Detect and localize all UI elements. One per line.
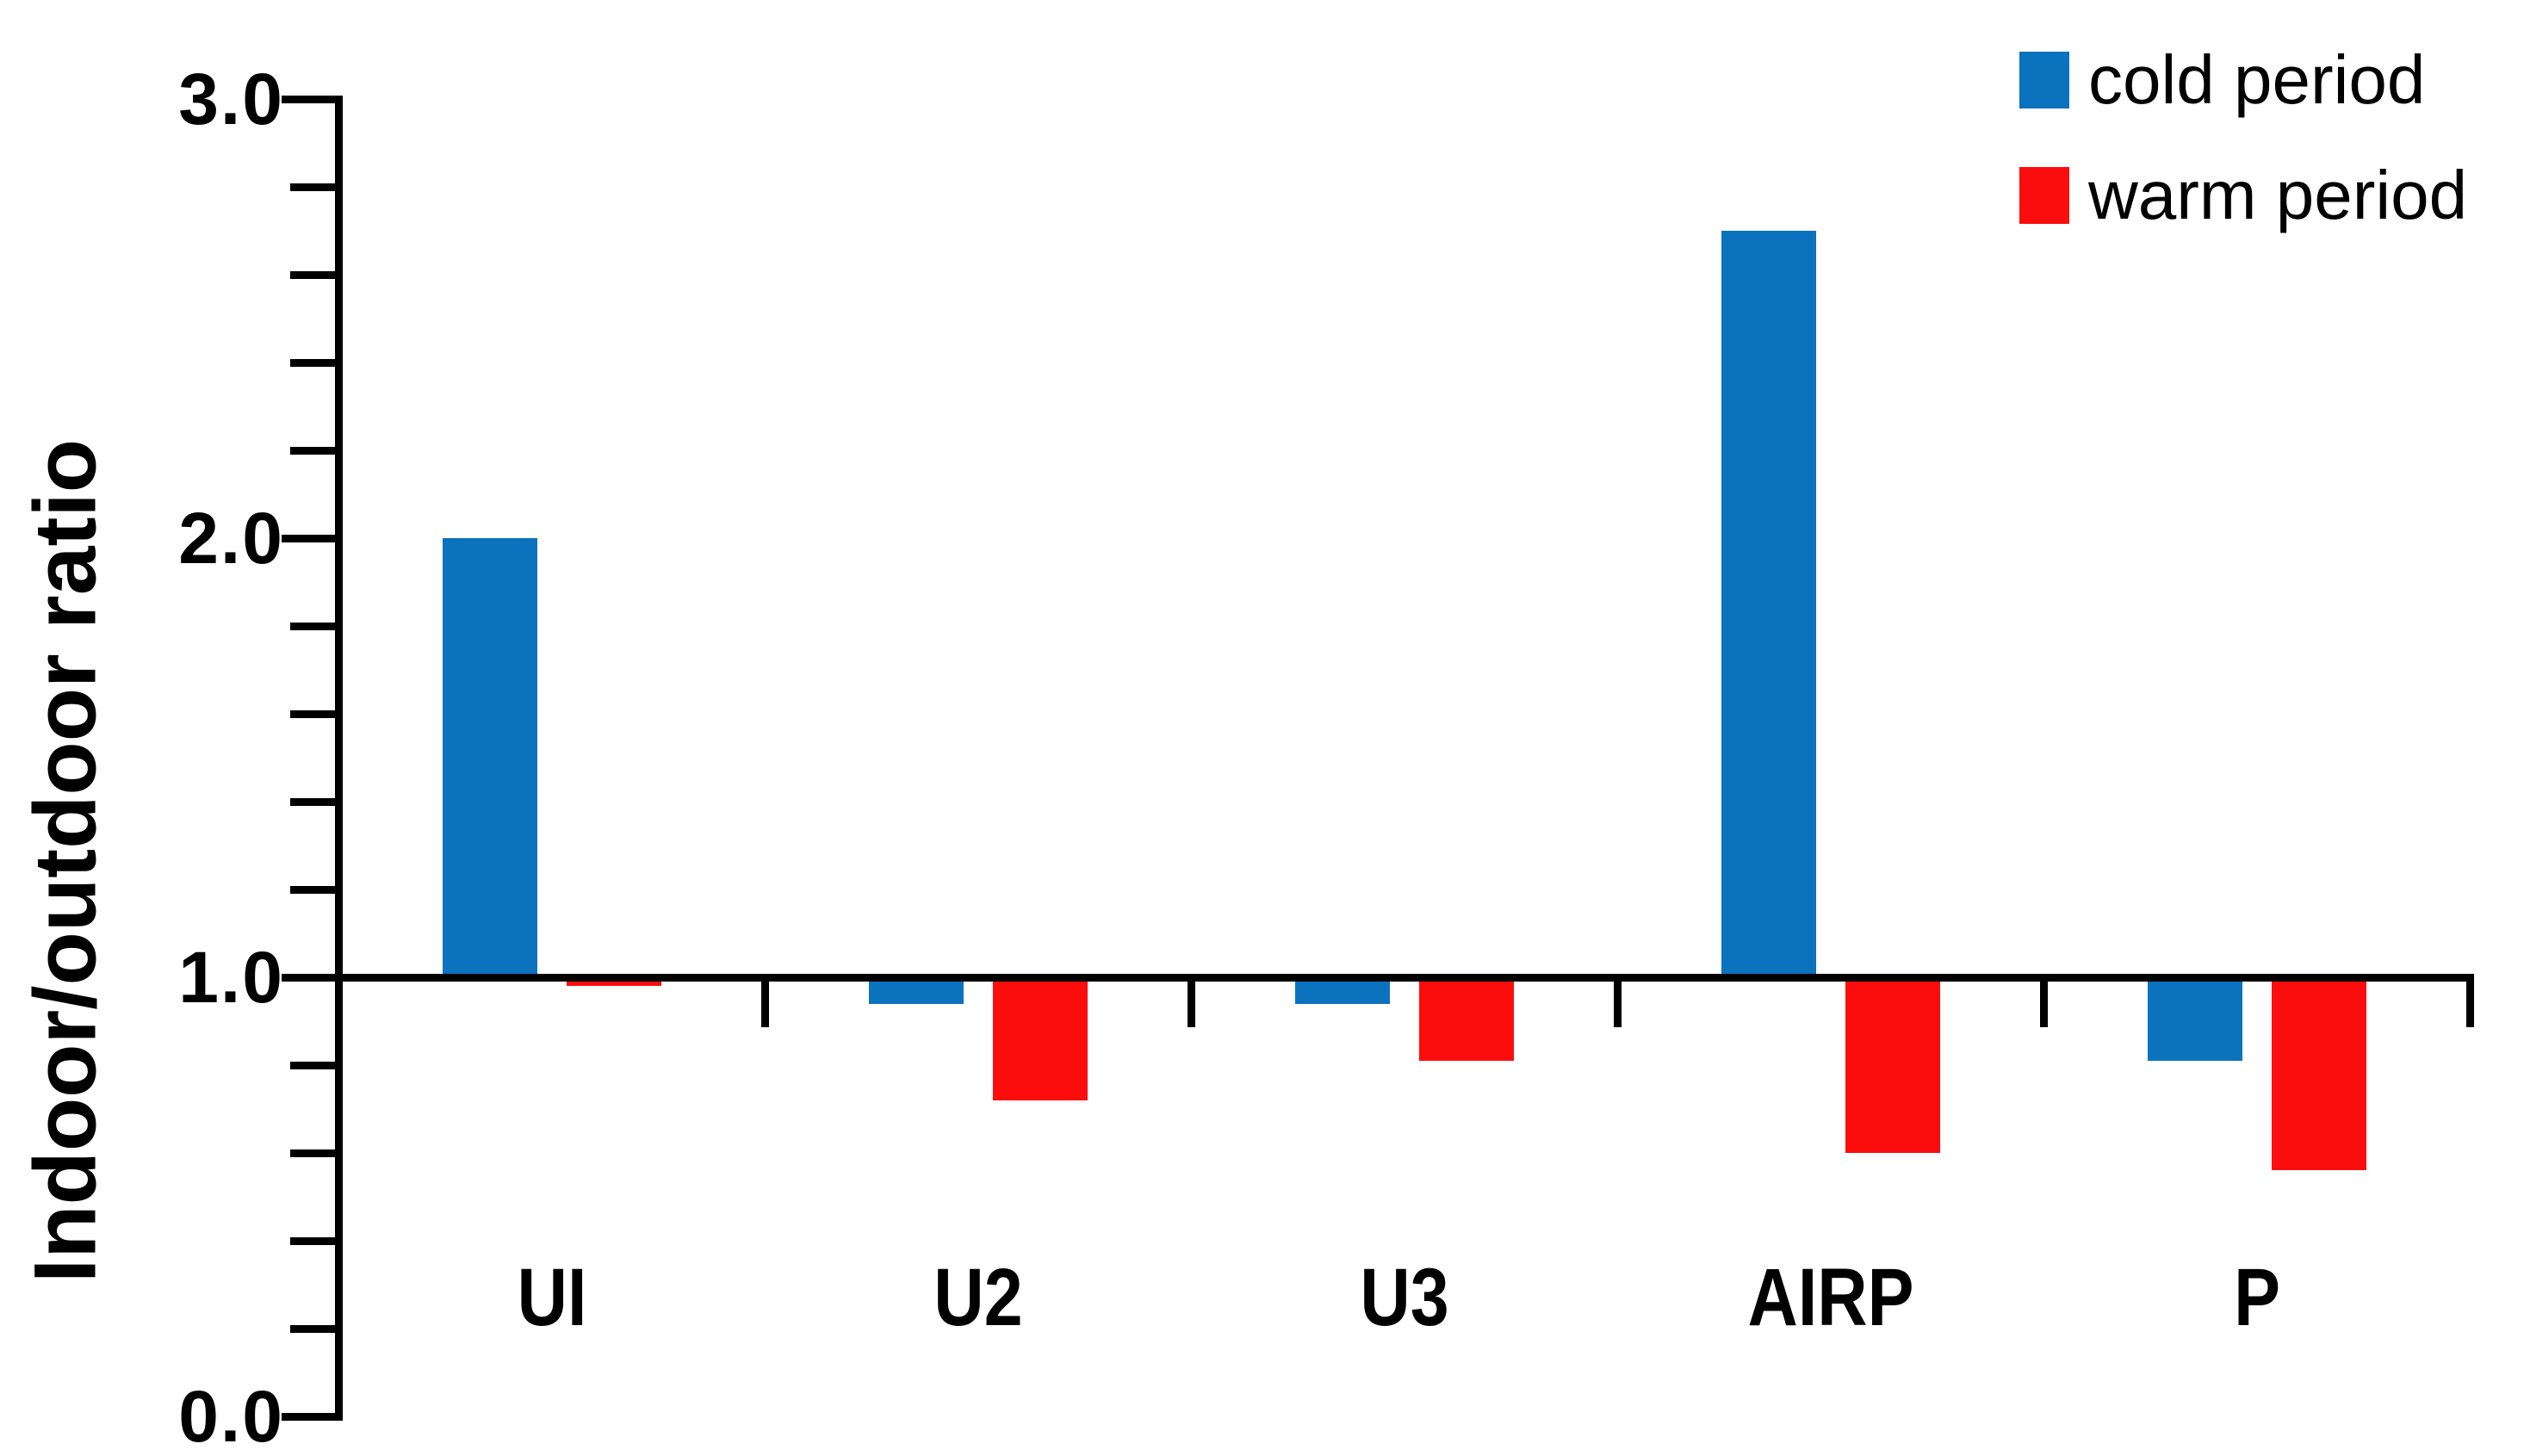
- bar-warm-P: [2271, 977, 2366, 1171]
- x-category-label: AIRP: [1747, 1252, 1913, 1343]
- y-axis-tick: [289, 446, 335, 455]
- x-axis-tick: [2465, 977, 2474, 1027]
- y-axis-tick: [281, 973, 335, 982]
- y-axis-tick: [281, 95, 335, 103]
- bar-cold-U2: [868, 977, 964, 1004]
- x-axis-tick: [1613, 977, 1622, 1027]
- legend-item-warm: warm period: [2019, 161, 2467, 230]
- y-tick-label: 2.0: [178, 498, 284, 579]
- legend-swatch-icon: [2019, 167, 2069, 224]
- y-axis-tick: [289, 358, 335, 367]
- x-category-label: P: [2233, 1252, 2280, 1343]
- y-axis-tick: [289, 270, 335, 279]
- y-axis-tick: [289, 1324, 335, 1333]
- bar-warm-UI: [566, 977, 661, 987]
- bar-cold-AIRP: [1721, 231, 1816, 977]
- x-category-label: U2: [933, 1252, 1023, 1343]
- y-axis-tick: [289, 709, 335, 718]
- y-axis-tick: [289, 183, 335, 191]
- y-axis-tick: [281, 1412, 335, 1421]
- x-axis-baseline-line: [334, 973, 2474, 982]
- x-axis-tick: [1187, 977, 1195, 1027]
- bar-cold-U3: [1294, 977, 1390, 1004]
- x-category-label: U3: [1359, 1252, 1449, 1343]
- y-axis-line: [334, 95, 343, 1421]
- y-axis-tick: [289, 1061, 335, 1069]
- bar-warm-AIRP: [1845, 977, 1940, 1153]
- y-axis-tick: [289, 797, 335, 806]
- y-tick-label: 0.0: [178, 1376, 284, 1456]
- x-axis-tick: [2039, 977, 2048, 1027]
- x-category-label: UI: [517, 1252, 586, 1343]
- bar-cold-P: [2147, 977, 2242, 1061]
- legend: cold period warm period: [2019, 46, 2467, 230]
- legend-label: cold period: [2088, 41, 2426, 118]
- x-axis-tick: [760, 977, 769, 1027]
- y-axis-tick: [289, 622, 335, 630]
- bar-warm-U3: [1418, 977, 1514, 1061]
- legend-swatch-icon: [2019, 52, 2069, 108]
- y-axis-tick: [289, 1236, 335, 1245]
- bar-warm-U2: [992, 977, 1088, 1100]
- legend-item-cold: cold period: [2019, 46, 2467, 115]
- legend-label: warm period: [2088, 157, 2468, 233]
- y-axis-tick: [281, 534, 335, 542]
- y-axis-tick: [289, 1149, 335, 1157]
- y-tick-label: 1.0: [178, 937, 284, 1018]
- y-axis-tick: [289, 885, 335, 894]
- y-tick-label: 3.0: [178, 59, 284, 139]
- bar-cold-UI: [442, 538, 537, 977]
